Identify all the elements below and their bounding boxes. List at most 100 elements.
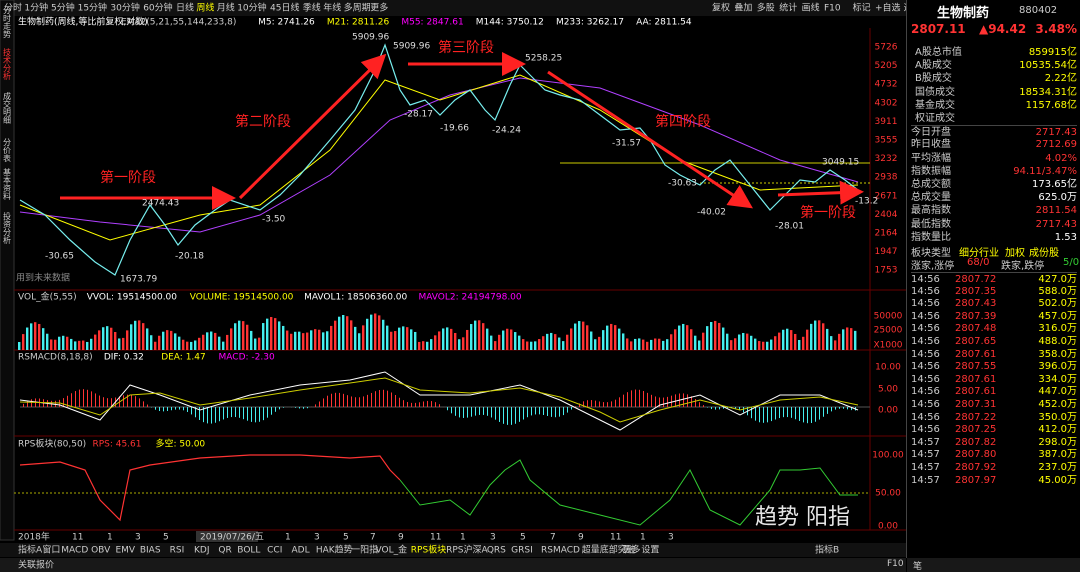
tool-button[interactable]: 复权 bbox=[712, 2, 730, 14]
vol-bar bbox=[798, 339, 801, 350]
macd-bar bbox=[323, 398, 324, 407]
indicator-tab[interactable]: QR bbox=[218, 546, 231, 556]
vol-bar bbox=[58, 336, 61, 350]
indicator-tab[interactable]: OBV bbox=[91, 546, 111, 556]
indicator-tab[interactable]: 指标A bbox=[18, 544, 43, 556]
vol-bar bbox=[362, 325, 365, 350]
macd-bar bbox=[379, 390, 380, 407]
period-tab[interactable]: 年线 bbox=[323, 2, 341, 14]
macd-bar bbox=[231, 407, 232, 418]
tool-button[interactable]: 叠加 bbox=[734, 3, 752, 14]
vol-bar bbox=[118, 338, 121, 350]
indicator-tab[interactable]: RPS板块 bbox=[411, 544, 446, 556]
vol-bar bbox=[538, 339, 541, 350]
indicator-tab[interactable]: 超量底部突破 bbox=[582, 544, 636, 556]
tick-price: 2807.22 bbox=[955, 411, 997, 423]
indicator-tab[interactable]: EMV bbox=[115, 546, 135, 556]
indicator-tab[interactable]: 指标B bbox=[815, 544, 839, 556]
macd-bar bbox=[555, 407, 556, 418]
price-axis-label: 3911 bbox=[875, 117, 898, 127]
period-tab[interactable]: 分时 bbox=[4, 2, 22, 14]
vol-bar bbox=[98, 330, 101, 350]
macd-bar bbox=[275, 407, 276, 412]
period-tab[interactable]: 周线 bbox=[196, 2, 214, 14]
indicator-tab[interactable]: 更多 bbox=[622, 544, 640, 556]
price-axis-label: 3232 bbox=[875, 154, 898, 164]
vol-bar bbox=[78, 340, 81, 350]
price-label: -24.24 bbox=[492, 126, 521, 136]
tool-button[interactable]: 统计 bbox=[779, 2, 797, 14]
tick-volume: 358.0万 bbox=[1038, 348, 1077, 360]
stat-label: 指数量比 bbox=[911, 231, 951, 243]
indicator-tab[interactable]: GRSI bbox=[511, 546, 533, 556]
indicator-tab[interactable]: VOL_金 bbox=[376, 544, 408, 556]
price-label: 5258.25 bbox=[525, 54, 562, 64]
macd-bar bbox=[571, 407, 572, 410]
period-tab[interactable]: 30分钟 bbox=[110, 2, 139, 14]
side-tab[interactable]: 成交明细 bbox=[3, 91, 12, 125]
indicator-tab[interactable]: MACD bbox=[61, 546, 88, 556]
period-tab[interactable]: 更多 bbox=[370, 2, 388, 14]
background bbox=[0, 0, 906, 572]
tool-button[interactable]: 多股 bbox=[757, 2, 775, 14]
macd-bar bbox=[671, 395, 672, 407]
stage-label: 第四阶段 bbox=[655, 113, 711, 130]
vol-bar bbox=[182, 339, 185, 350]
indicator-tab[interactable]: 窗口 bbox=[42, 544, 60, 556]
period-tab[interactable]: 60分钟 bbox=[143, 2, 172, 14]
indicator-tab[interactable]: RSI bbox=[170, 546, 185, 556]
indicator-tab[interactable]: RPS沪深A bbox=[446, 544, 488, 556]
tool-button[interactable]: F10 bbox=[824, 4, 841, 14]
side-tab[interactable]: 技术分析 bbox=[3, 47, 12, 81]
indicator-tab[interactable]: BIAS bbox=[140, 546, 161, 556]
indicator-tab[interactable]: RSMACD bbox=[541, 546, 580, 556]
x-axis-label: 2018年 bbox=[18, 531, 50, 543]
period-tab[interactable]: 15分钟 bbox=[78, 2, 107, 14]
period-tab[interactable]: 多周期 bbox=[344, 2, 371, 14]
period-tab[interactable]: 1分钟 bbox=[24, 2, 48, 14]
tool-button[interactable]: +自选 bbox=[875, 2, 901, 14]
indicator-tab[interactable]: QRS bbox=[487, 546, 506, 556]
tick-volume: 502.0万 bbox=[1038, 298, 1077, 310]
side-tab[interactable]: 基本资料 bbox=[3, 167, 12, 201]
period-tab[interactable]: 月线 bbox=[217, 2, 235, 14]
stat-row: 总成交量 625.0万 bbox=[911, 191, 1077, 204]
stat-label: A股总市值 bbox=[915, 47, 962, 58]
vol-bar bbox=[562, 341, 565, 350]
x-axis-label: 1 bbox=[285, 533, 291, 543]
vol-bar bbox=[734, 338, 737, 350]
indicator-tab[interactable]: 设置 bbox=[641, 545, 659, 556]
indicator-tab[interactable]: HAK趋势 bbox=[316, 544, 353, 556]
tool-button[interactable]: 标记 bbox=[853, 2, 871, 14]
macd-bar bbox=[831, 407, 832, 412]
side-tab[interactable]: 分时走势 bbox=[3, 6, 12, 39]
period-tab[interactable]: 季线 bbox=[303, 2, 321, 14]
indicator-tab[interactable]: ADL bbox=[292, 546, 310, 556]
stat-value: 2811.54 bbox=[1035, 205, 1077, 217]
stat-label: 国债成交 bbox=[915, 86, 955, 98]
vol-bar bbox=[146, 328, 149, 350]
vol-bar bbox=[626, 338, 629, 350]
period-tab[interactable]: 5分钟 bbox=[51, 2, 75, 14]
macd-bar bbox=[219, 407, 220, 422]
indicator-header: M5: 2741.26 bbox=[258, 18, 315, 28]
period-tab[interactable]: 日线 bbox=[176, 2, 194, 14]
vol-bar bbox=[242, 321, 245, 350]
indicator-tab[interactable]: BOLL bbox=[237, 546, 260, 556]
macd-axis-label: 10.00 bbox=[875, 363, 901, 373]
tool-button[interactable]: 返回 bbox=[904, 2, 906, 14]
indicator-tab[interactable]: KDJ bbox=[194, 546, 210, 556]
period-tab[interactable]: 45日线 bbox=[270, 2, 299, 14]
vol-bar bbox=[686, 325, 689, 350]
macd-bar bbox=[447, 407, 448, 411]
macd-bar bbox=[603, 402, 604, 407]
indicator-tab[interactable]: 一阳指 bbox=[351, 544, 378, 556]
period-tab[interactable]: 10分钟 bbox=[237, 2, 266, 14]
indicator-tab[interactable]: CCI bbox=[267, 546, 282, 556]
side-tab[interactable]: 分价表 bbox=[3, 138, 12, 163]
macd-bar bbox=[439, 404, 440, 407]
tool-button[interactable]: 画线 bbox=[802, 2, 820, 14]
stat-row: A股成交 10535.54亿 bbox=[911, 59, 1077, 72]
macd-bar bbox=[351, 396, 352, 407]
side-tab[interactable]: 投资分析 bbox=[3, 211, 12, 245]
